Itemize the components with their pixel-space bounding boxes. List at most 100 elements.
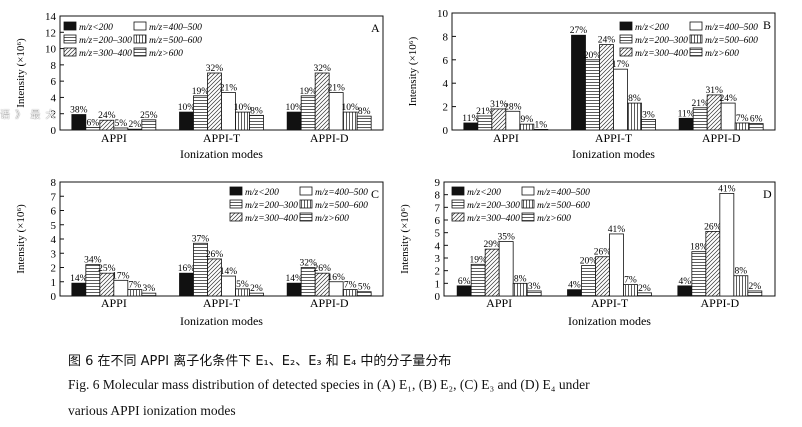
- data-label: 38%: [70, 106, 88, 116]
- legend-entry: m/z>600: [149, 49, 183, 59]
- data-label: 17%: [112, 271, 130, 281]
- y-axis-label: Intensity (×10⁶): [15, 204, 27, 274]
- bar-B-1-4: [627, 102, 642, 131]
- data-label: 6%: [750, 115, 763, 125]
- y-tick-label: 6: [443, 55, 449, 67]
- legend-entry: m/z=200–300: [467, 201, 520, 211]
- y-tick-label: 9: [435, 177, 441, 189]
- data-label: 5%: [114, 119, 127, 129]
- legend-entry: m/z=400–500: [149, 23, 202, 33]
- category-label: APPI: [101, 296, 127, 310]
- bar-B-1-1: [585, 59, 600, 131]
- data-label: 9%: [520, 115, 533, 125]
- data-label: 25%: [98, 264, 116, 274]
- data-label: 2%: [638, 284, 651, 294]
- data-label: 5%: [236, 280, 249, 290]
- y-tick-label: 5: [435, 228, 441, 240]
- data-label: 8%: [250, 106, 263, 116]
- overlay-watermark-text: 语 》 最 大: [0, 110, 57, 121]
- data-label: 3%: [528, 282, 541, 292]
- bar-D-0-4: [512, 282, 528, 297]
- bar-D-0-5: [526, 290, 542, 297]
- bar-B-0-0: [463, 122, 479, 131]
- bar-A-0-0: [71, 114, 87, 131]
- y-tick-label: 6: [51, 76, 57, 88]
- legend-entry: m/z<200: [245, 188, 279, 198]
- y-tick-label: 4: [435, 240, 441, 252]
- data-label: 31%: [705, 86, 723, 96]
- legend-entry: m/z=200–300: [635, 36, 688, 46]
- data-label: 28%: [504, 102, 522, 112]
- data-label: 2%: [250, 284, 263, 294]
- data-label: 14%: [285, 274, 303, 284]
- y-tick-label: 8: [51, 60, 57, 72]
- legend-swatch: [133, 34, 147, 44]
- legend-entry: m/z>600: [537, 214, 571, 224]
- data-label: 19%: [192, 87, 210, 97]
- legend-entry: m/z=300–400: [635, 49, 688, 59]
- x-axis-label: Ionization modes: [568, 314, 651, 328]
- data-label: 29%: [483, 240, 501, 250]
- legend-swatch: [451, 199, 465, 209]
- data-label: 14%: [220, 267, 238, 277]
- data-label: 8%: [734, 267, 747, 277]
- bar-A-1-2: [207, 72, 222, 131]
- legend-swatch: [689, 47, 703, 57]
- y-tick-label: 6: [51, 206, 57, 218]
- category-label: APPI-T: [595, 131, 633, 145]
- bar-A-2-1: [300, 95, 316, 131]
- data-label: 24%: [598, 36, 616, 46]
- bar-B-1-3: [613, 68, 628, 131]
- legend-swatch: [63, 47, 77, 57]
- legend-entry: m/z=500–600: [149, 36, 202, 46]
- panel-letter: B: [763, 18, 771, 32]
- data-label: 35%: [497, 233, 515, 243]
- category-label: APPI-D: [702, 131, 741, 145]
- data-label: 2%: [748, 282, 761, 292]
- figure-caption-english-line2: various APPI ionization modes: [68, 403, 236, 418]
- y-tick-label: 3: [51, 248, 57, 260]
- bar-B-2-1: [692, 107, 708, 131]
- data-label: 32%: [313, 64, 331, 74]
- bar-A-2-2: [314, 72, 330, 131]
- data-label: 14%: [70, 274, 88, 284]
- bar-B-0-4: [519, 123, 535, 131]
- category-label: APPI-T: [203, 296, 241, 310]
- data-label: 8%: [628, 94, 641, 104]
- data-label: 17%: [612, 60, 630, 70]
- data-label: 6%: [458, 277, 471, 287]
- category-label: APPI-T: [203, 131, 241, 145]
- y-tick-label: 1: [435, 278, 441, 290]
- legend-swatch: [63, 21, 77, 31]
- legend-entry: m/z=300–400: [79, 49, 132, 59]
- bar-D-2-4: [733, 275, 749, 297]
- y-tick-label: 2: [435, 266, 441, 278]
- y-tick-label: 6: [435, 215, 441, 227]
- legend-entry: m/z>600: [315, 214, 349, 224]
- data-label: 26%: [594, 248, 612, 258]
- legend-entry: m/z<200: [79, 23, 113, 33]
- legend-swatch: [451, 212, 465, 222]
- bar-D-1-5: [637, 292, 652, 297]
- legend-swatch: [451, 186, 465, 196]
- legend-entry: m/z<200: [467, 188, 501, 198]
- data-label: 24%: [98, 111, 116, 121]
- bar-D-2-5: [747, 290, 763, 297]
- legend-swatch: [689, 21, 703, 31]
- bar-D-1-1: [581, 265, 596, 297]
- y-tick-label: 10: [437, 8, 449, 20]
- legend-swatch: [689, 34, 703, 44]
- x-axis-label: Ionization modes: [180, 147, 263, 161]
- data-label: 6%: [86, 119, 99, 129]
- data-label: 21%: [691, 99, 709, 109]
- legend-swatch: [229, 186, 243, 196]
- data-label: 16%: [327, 273, 345, 283]
- legend-swatch: [63, 34, 77, 44]
- bar-C-0-3: [113, 279, 129, 297]
- x-axis-label: Ionization modes: [180, 314, 263, 328]
- legend-entry: m/z=400–500: [537, 188, 590, 198]
- legend-swatch: [521, 212, 535, 222]
- data-label: 21%: [220, 84, 238, 94]
- bar-D-0-2: [484, 248, 500, 297]
- y-tick-label: 8: [435, 190, 441, 202]
